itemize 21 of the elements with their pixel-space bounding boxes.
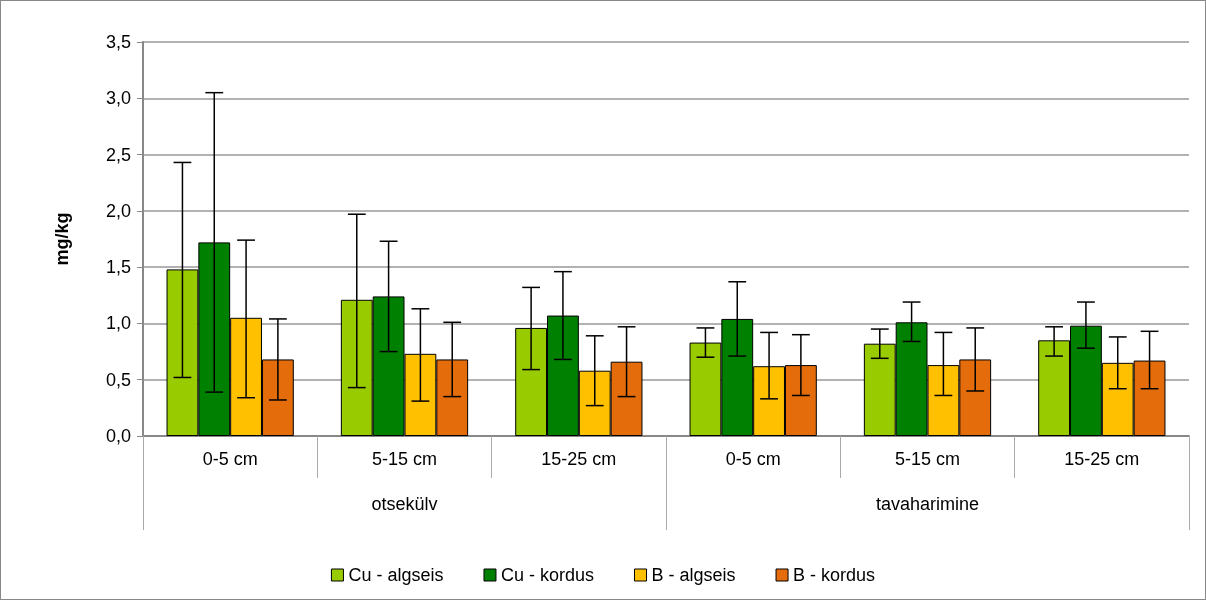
x-tick-label: 15-25 cm	[1064, 449, 1140, 469]
legend-label: B - algseis	[651, 565, 736, 585]
legend-label: Cu - algseis	[348, 565, 444, 585]
y-tick-label: 2,0	[105, 200, 131, 221]
y-tick-label: 0,0	[105, 426, 131, 446]
x-tick-label: 5-15 cm	[894, 449, 961, 469]
y-axis-title: mg/kg	[52, 212, 72, 266]
text: tavaharimine	[875, 494, 980, 514]
x-tick-label: 0-5 cm	[202, 449, 258, 469]
y-tick-label: 1,5	[105, 257, 131, 278]
legend-label: B - kordus	[793, 565, 876, 585]
y-tick-label: 1,0	[105, 313, 131, 334]
y-tick-label: 3,5	[105, 32, 131, 52]
y-tick-label: 2,5	[105, 144, 131, 165]
legend-label: Cu - kordus	[500, 565, 595, 585]
x-tick-label: 15-25 cm	[541, 449, 617, 469]
text: otsekülv	[371, 494, 438, 514]
x-tick-label: 5-15 cm	[371, 449, 438, 469]
y-tick-label: 0,5	[105, 369, 131, 390]
y-tick-label: 3,0	[105, 88, 131, 109]
x-tick-label: 0-5 cm	[725, 449, 781, 469]
